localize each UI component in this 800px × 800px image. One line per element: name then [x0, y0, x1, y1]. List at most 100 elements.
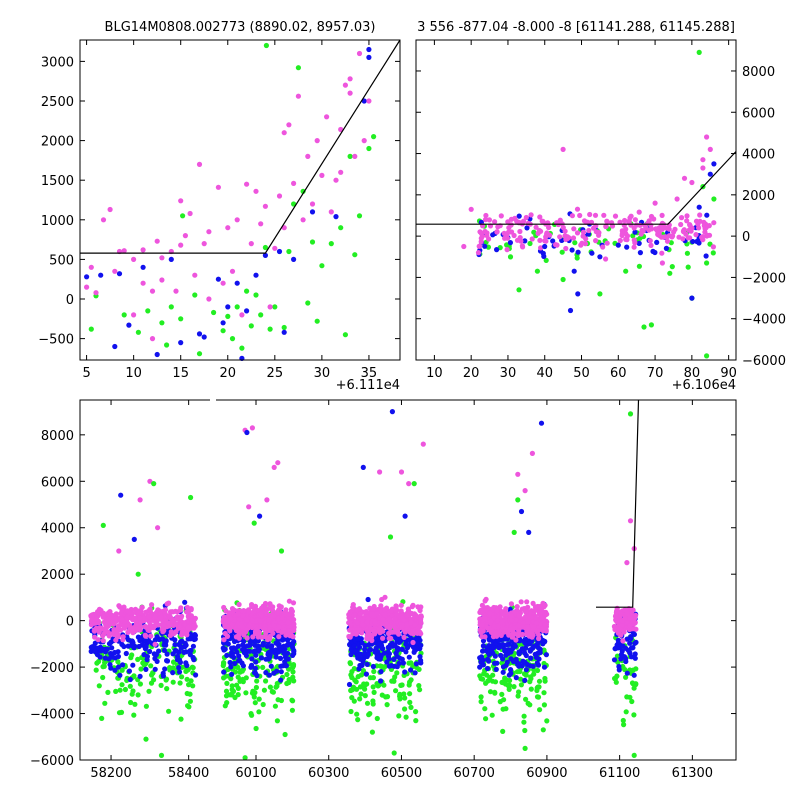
- b-point-blue: [240, 663, 246, 669]
- b-point-magenta: [281, 627, 288, 634]
- b-point-green: [367, 711, 373, 717]
- b-point-green: [528, 676, 534, 682]
- b-point-green: [348, 708, 354, 715]
- tr-point-blue: [637, 250, 644, 256]
- tl-ytick-label-1: 0: [66, 293, 74, 308]
- b-point-blue: [138, 635, 144, 641]
- b-point-green: [190, 683, 196, 689]
- b-point-green: [349, 669, 355, 675]
- tl-ytick-label-4: 1500: [41, 174, 74, 189]
- b-point-blue: [176, 669, 183, 675]
- b-point-magenta: [479, 622, 485, 628]
- b-point-magenta: [500, 611, 506, 617]
- b-point-magenta: [271, 464, 277, 470]
- b-point-magenta: [418, 618, 424, 625]
- b-point-magenta: [400, 615, 406, 621]
- b-point-magenta: [531, 624, 537, 630]
- tr-point-green: [543, 257, 549, 263]
- b-point-green: [137, 681, 143, 687]
- b-point-magenta: [511, 625, 518, 631]
- b-point-blue: [618, 652, 625, 658]
- tr-point-magenta: [596, 230, 602, 236]
- tr-point-magenta: [617, 219, 623, 225]
- b-point-green: [370, 684, 376, 690]
- b-point-magenta: [493, 630, 499, 636]
- b-point-magenta: [222, 630, 228, 637]
- b-point-blue: [624, 636, 630, 642]
- b-point-magenta: [179, 629, 185, 635]
- b-point-blue: [375, 636, 381, 642]
- b-point-magenta: [112, 612, 119, 618]
- b-point-blue: [403, 649, 409, 655]
- b-point-green: [489, 712, 495, 718]
- b-point-magenta: [112, 616, 118, 622]
- b-point-green: [105, 689, 111, 696]
- b-point-blue: [162, 666, 168, 672]
- tl-point-magenta: [366, 98, 372, 104]
- b-point-magenta: [146, 614, 152, 620]
- b-point-magenta: [152, 641, 158, 647]
- b-point-blue: [249, 656, 255, 662]
- b-point-green: [232, 694, 238, 701]
- tl-point-green: [225, 313, 231, 319]
- tr-point-magenta: [517, 228, 523, 235]
- b-point-magenta: [515, 631, 521, 638]
- b-point-green: [401, 691, 407, 697]
- tr-point-blue: [704, 212, 710, 218]
- tl-point-magenta: [291, 180, 297, 186]
- b-point-magenta: [410, 639, 416, 646]
- tl-point-blue: [225, 304, 231, 310]
- b-point-green: [522, 745, 528, 752]
- b-point-blue: [229, 671, 235, 678]
- b-point-magenta: [404, 612, 410, 618]
- b-point-magenta: [363, 609, 369, 615]
- b-point-green: [171, 659, 177, 665]
- tr-point-magenta: [664, 234, 670, 240]
- b-point-green: [612, 675, 618, 682]
- b-point-blue: [112, 649, 118, 656]
- tr-point-magenta: [511, 232, 517, 239]
- b-point-blue: [623, 645, 629, 651]
- b-point-blue: [244, 429, 250, 436]
- b-point-blue: [115, 653, 121, 660]
- b-point-magenta: [620, 638, 626, 644]
- tl-point-blue: [98, 272, 104, 278]
- panel-bottom-frame: [79, 399, 737, 761]
- b-point-green: [541, 690, 547, 696]
- b-point-magenta: [351, 613, 357, 619]
- tr-point-magenta: [684, 218, 690, 224]
- b-point-magenta: [253, 626, 260, 633]
- tl-xtick-label-1: 10: [125, 366, 142, 381]
- tr-point-blue: [707, 171, 713, 177]
- b-point-blue: [386, 656, 392, 662]
- b-point-green: [515, 497, 521, 503]
- tl-point-green: [178, 316, 184, 322]
- tl-point-magenta: [319, 172, 325, 178]
- b-point-blue: [412, 670, 418, 676]
- b-point-blue: [164, 651, 170, 657]
- b-point-magenta: [263, 630, 269, 636]
- tr-point-magenta: [538, 245, 544, 251]
- tl-point-blue: [168, 256, 174, 262]
- tr-point-magenta: [622, 217, 628, 224]
- b-point-magenta: [137, 497, 143, 503]
- b-point-magenta: [513, 637, 519, 643]
- b-point-magenta: [518, 599, 524, 605]
- b-point-magenta: [147, 609, 154, 615]
- tl-point-blue: [116, 271, 123, 277]
- tr-point-green: [534, 268, 541, 274]
- b-point-green: [497, 699, 503, 705]
- b-point-magenta: [95, 637, 101, 643]
- b-point-magenta: [262, 605, 268, 611]
- b-point-blue: [359, 662, 365, 669]
- b-point-green: [274, 718, 280, 724]
- b-point-blue: [154, 658, 160, 665]
- tr-point-blue: [524, 225, 530, 231]
- b-point-magenta: [162, 610, 168, 617]
- b-point-green: [149, 672, 155, 678]
- tl-point-magenta: [178, 198, 184, 204]
- b-point-magenta: [542, 602, 548, 608]
- b-point-magenta: [137, 615, 143, 621]
- b-point-green: [128, 655, 134, 661]
- b-point-green: [376, 682, 382, 688]
